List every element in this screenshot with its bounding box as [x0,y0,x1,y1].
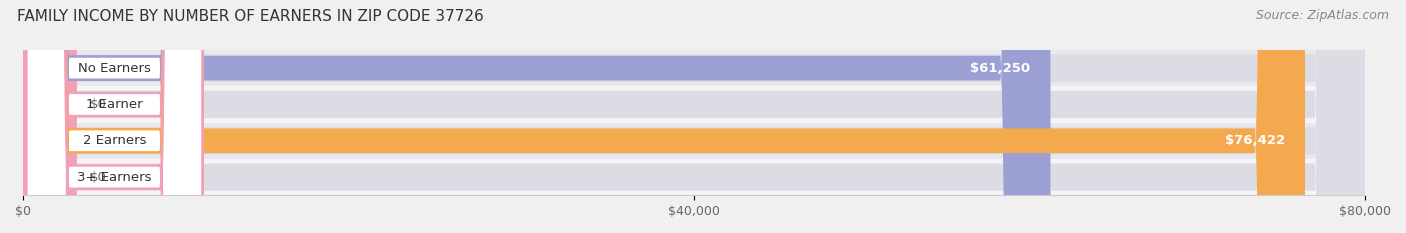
Text: $0: $0 [90,98,107,111]
Text: 1 Earner: 1 Earner [86,98,143,111]
FancyBboxPatch shape [27,0,202,233]
Text: Source: ZipAtlas.com: Source: ZipAtlas.com [1256,9,1389,22]
FancyBboxPatch shape [27,0,202,233]
Bar [22,86,1365,123]
FancyBboxPatch shape [27,0,202,233]
Text: $76,422: $76,422 [1225,134,1285,147]
FancyBboxPatch shape [27,0,202,233]
Text: 2 Earners: 2 Earners [83,134,146,147]
FancyBboxPatch shape [22,0,1305,233]
FancyBboxPatch shape [22,0,77,233]
Bar [22,159,1365,195]
Text: FAMILY INCOME BY NUMBER OF EARNERS IN ZIP CODE 37726: FAMILY INCOME BY NUMBER OF EARNERS IN ZI… [17,9,484,24]
Bar [22,123,1365,159]
FancyBboxPatch shape [22,0,1050,233]
Bar [22,50,1365,86]
FancyBboxPatch shape [22,0,1365,233]
Text: $61,250: $61,250 [970,62,1031,75]
FancyBboxPatch shape [22,0,1365,233]
FancyBboxPatch shape [22,0,1365,233]
FancyBboxPatch shape [22,0,77,233]
Text: $0: $0 [90,171,107,184]
Text: 3+ Earners: 3+ Earners [77,171,152,184]
Text: No Earners: No Earners [77,62,150,75]
FancyBboxPatch shape [22,0,1365,233]
